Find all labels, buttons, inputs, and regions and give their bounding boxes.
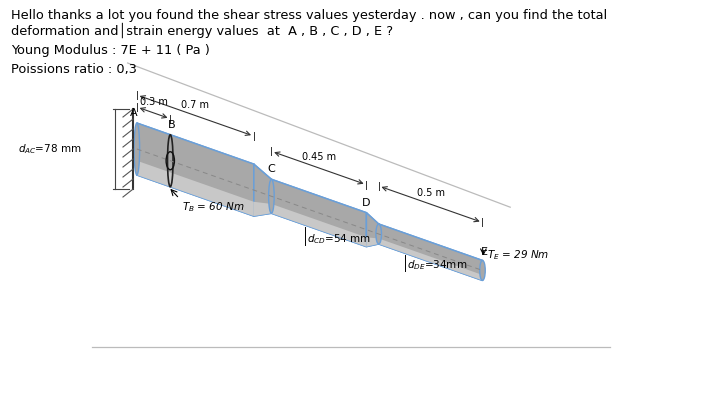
Text: B: B: [168, 120, 176, 130]
Ellipse shape: [268, 179, 274, 213]
Text: 0.45 m: 0.45 m: [302, 152, 336, 162]
Text: C: C: [268, 164, 276, 174]
Polygon shape: [253, 202, 271, 216]
Text: Hello thanks a lot you found the shear stress values yesterday . now , can you f: Hello thanks a lot you found the shear s…: [11, 9, 607, 22]
Text: 0.3 m: 0.3 m: [140, 97, 167, 107]
Polygon shape: [253, 164, 271, 216]
Polygon shape: [271, 179, 367, 247]
Polygon shape: [271, 204, 367, 247]
Polygon shape: [367, 213, 379, 247]
Polygon shape: [137, 123, 253, 216]
Polygon shape: [367, 213, 379, 247]
Text: A: A: [130, 108, 138, 118]
Text: $d_{CD}$=54 mm: $d_{CD}$=54 mm: [308, 232, 372, 246]
Polygon shape: [137, 123, 253, 216]
Text: $T_E$ = 29 Nm: $T_E$ = 29 Nm: [487, 249, 549, 262]
Text: $T_B$ = 60 Nm: $T_B$ = 60 Nm: [182, 200, 245, 214]
Text: Poissions ratio : 0,3: Poissions ratio : 0,3: [11, 63, 137, 76]
Text: 0.5 m: 0.5 m: [417, 188, 444, 198]
Ellipse shape: [480, 260, 486, 280]
Text: $d_{DE}$=34mm: $d_{DE}$=34mm: [407, 258, 468, 272]
Polygon shape: [137, 161, 253, 216]
Text: D: D: [362, 198, 371, 208]
Text: Young Modulus : 7E + 11 ( Pa ): Young Modulus : 7E + 11 ( Pa ): [11, 44, 210, 57]
Polygon shape: [379, 224, 483, 280]
Ellipse shape: [376, 224, 382, 244]
Text: E: E: [481, 247, 488, 257]
Text: deformation and│strain energy values  at  A , B , C , D , E ?: deformation and│strain energy values at …: [11, 23, 393, 39]
Polygon shape: [271, 179, 367, 247]
Polygon shape: [367, 237, 379, 247]
Text: $d_{AC}$=78 mm: $d_{AC}$=78 mm: [18, 142, 81, 156]
Text: 0.7 m: 0.7 m: [182, 100, 209, 110]
Polygon shape: [379, 239, 483, 280]
Polygon shape: [137, 123, 253, 216]
Polygon shape: [253, 164, 271, 216]
Polygon shape: [379, 224, 483, 280]
Ellipse shape: [134, 123, 140, 175]
